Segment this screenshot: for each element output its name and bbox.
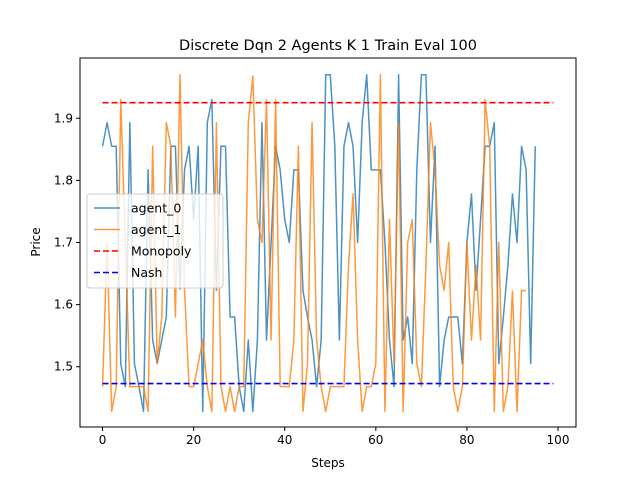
legend: agent_0 agent_1 Monopoly Nash <box>86 193 224 289</box>
y-tick-label: 1.8 <box>54 173 73 187</box>
x-tick-label: 60 <box>368 433 383 447</box>
y-tick-label: 1.6 <box>54 298 73 312</box>
y-tick-label: 1.5 <box>54 360 73 374</box>
x-tick-label: 0 <box>99 433 107 447</box>
legend-label: Nash <box>131 265 162 280</box>
x-axis-label: Steps <box>311 456 345 470</box>
y-axis-label: Price <box>29 227 43 256</box>
legend-label: agent_1 <box>131 222 181 237</box>
legend-entries: agent_0 agent_1 Monopoly Nash <box>94 201 192 280</box>
x-tick-label: 100 <box>547 433 570 447</box>
legend-label: agent_0 <box>131 201 181 216</box>
x-tick-label: 40 <box>277 433 292 447</box>
legend-box <box>86 193 224 289</box>
y-tick-label: 1.9 <box>54 111 73 125</box>
axis-ticks: 0 20 40 60 80 100 1.5 1.6 1.7 1.8 1.9 <box>54 111 570 447</box>
x-tick-label: 20 <box>186 433 201 447</box>
y-tick-label: 1.7 <box>54 236 73 250</box>
chart-title: Discrete Dqn 2 Agents K 1 Train Eval 100 <box>179 38 477 54</box>
x-tick-label: 80 <box>459 433 474 447</box>
legend-label: Monopoly <box>131 244 192 259</box>
